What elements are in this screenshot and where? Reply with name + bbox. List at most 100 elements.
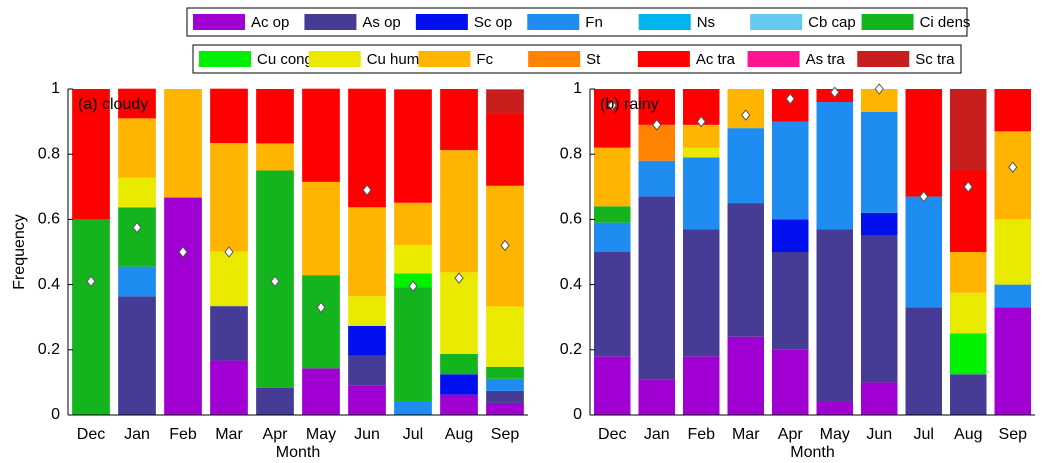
bar-segment	[394, 400, 432, 415]
x-tick-label: May	[306, 426, 336, 443]
x-tick-label: Aug	[954, 426, 982, 443]
bar-segment	[394, 287, 432, 401]
legend-label: Sc op	[474, 14, 512, 31]
legend-swatch	[418, 51, 471, 67]
bar-segment	[594, 206, 631, 223]
diamond-marker	[500, 239, 510, 252]
y-tick-label: 1	[573, 80, 582, 97]
bar-segment	[302, 88, 340, 182]
bar-segment	[486, 390, 524, 403]
bar-segment	[772, 252, 809, 350]
bar-segment	[118, 266, 156, 297]
legend-swatch	[193, 14, 245, 30]
legend-label: Cu hum	[367, 51, 420, 68]
legend-swatch	[527, 14, 580, 30]
panel-title: (b) rainy	[600, 96, 659, 113]
diamond-marker	[86, 275, 96, 288]
bar-segment	[348, 326, 386, 356]
x-tick-label: Sep	[491, 426, 520, 443]
x-tick-label: Mar	[732, 426, 760, 443]
x-axis-label: Month	[790, 444, 834, 461]
diamond-marker	[224, 246, 234, 258]
bar-segment	[164, 89, 202, 198]
bar-segment	[594, 252, 631, 357]
legend-label: Fn	[585, 14, 603, 31]
legend-label: Ac tra	[696, 51, 736, 68]
bar-segment	[302, 181, 340, 276]
legend-label: As op	[362, 14, 400, 31]
bar-segment	[994, 131, 1031, 220]
bar-segment	[164, 197, 202, 415]
bar-segment	[210, 143, 248, 252]
legend-swatch	[304, 14, 357, 30]
bar-segment	[638, 160, 675, 197]
legend-label: Ns	[697, 14, 715, 31]
bar-segment	[638, 89, 675, 125]
legend-swatch	[415, 14, 468, 30]
y-tick-label: 1	[51, 80, 60, 97]
panel: Dec Jan Feb Mar Apr May Jun Jul Aug Sep 0 0.2 0.4 0.6…	[11, 80, 528, 461]
diamond-marker	[454, 272, 464, 284]
bar-segment	[440, 394, 478, 415]
bar-segment	[486, 89, 524, 114]
diamond-marker	[362, 184, 372, 196]
x-tick-label: Jan	[644, 426, 670, 443]
bar-segment	[994, 307, 1031, 415]
diamond-marker	[408, 280, 418, 293]
diamond-marker	[874, 83, 884, 95]
legend-label: Ci dens	[920, 14, 971, 31]
legend-label: Sc tra	[915, 51, 955, 68]
bar-segment	[72, 89, 110, 220]
bar-segment	[486, 113, 524, 186]
bar-segment	[727, 89, 764, 129]
bar-segment	[950, 374, 987, 415]
bar-segment	[950, 89, 987, 171]
bar-segment	[683, 157, 720, 230]
bar-segment	[348, 296, 386, 327]
bar-segment	[905, 89, 942, 197]
bar-segment	[816, 102, 853, 230]
x-tick-label: Mar	[215, 426, 243, 443]
x-tick-label: Dec	[598, 426, 626, 443]
bar-segment	[683, 229, 720, 357]
x-tick-label: Jan	[124, 426, 150, 443]
y-tick-label: 0.8	[560, 145, 582, 162]
x-tick-label: May	[820, 426, 850, 443]
bar-segment	[210, 306, 248, 361]
bar-segment	[861, 212, 898, 236]
bar-segment	[118, 207, 156, 267]
bar-segment	[440, 272, 478, 354]
bar-segment	[302, 275, 340, 369]
x-tick-label: Jul	[403, 426, 423, 443]
diamond-marker	[919, 190, 929, 203]
bar-segment	[683, 124, 720, 148]
x-tick-label: Sep	[999, 426, 1028, 443]
diamond-marker	[741, 109, 751, 121]
bar-segment	[394, 245, 432, 274]
x-tick-label: Feb	[169, 426, 197, 443]
bar-segment	[440, 150, 478, 273]
legend-label: Cb cap	[808, 14, 856, 31]
diamond-marker	[830, 86, 840, 99]
bar-segment	[594, 147, 631, 207]
bar-segment	[256, 143, 294, 171]
legend-swatch	[750, 14, 803, 30]
diamond-marker	[178, 246, 188, 258]
diamond-marker	[1008, 161, 1018, 174]
panel-title: (a) cloudy	[78, 96, 148, 113]
legend-swatch	[528, 51, 581, 67]
legend-swatch	[857, 51, 910, 67]
bar-segment	[994, 89, 1031, 132]
diamond-marker	[316, 301, 326, 314]
bar-segment	[727, 203, 764, 337]
bar-segment	[727, 128, 764, 204]
bar-segment	[861, 235, 898, 383]
x-tick-label: Jul	[914, 426, 934, 443]
x-tick-label: Aug	[445, 426, 473, 443]
x-axis-label: Month	[276, 444, 320, 461]
bar-segment	[683, 147, 720, 158]
bar-segment	[118, 118, 156, 178]
bar-segment	[348, 385, 386, 415]
legend-label: Cu cong	[257, 51, 313, 68]
